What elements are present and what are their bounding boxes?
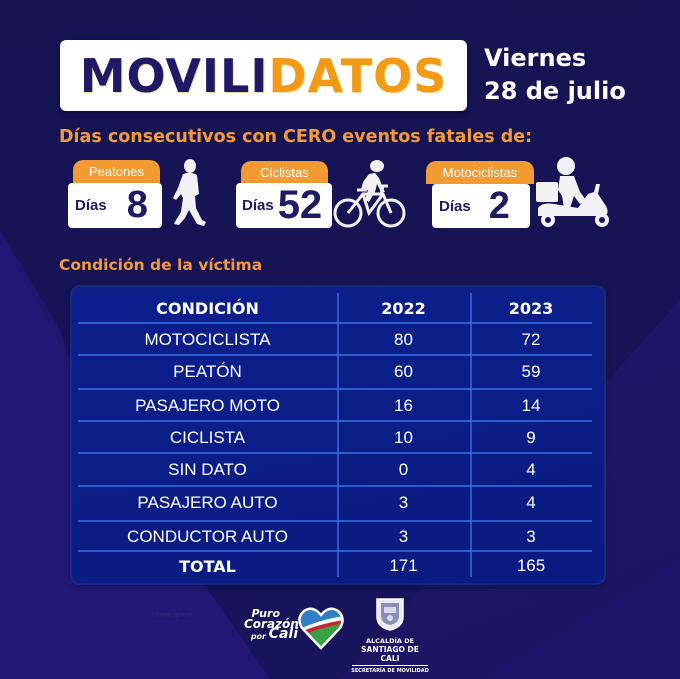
stat-category-label: Motociclistas xyxy=(426,161,534,184)
cell-2023: 4 xyxy=(526,459,536,479)
cell-condition: CONDUCTOR AUTO xyxy=(127,526,288,546)
cell-condition: CICLISTA xyxy=(169,427,246,447)
table-total-row: TOTAL 171 165 xyxy=(78,552,592,580)
row-divider xyxy=(78,520,592,522)
table-row: PASAJERO AUTO 3 4 xyxy=(78,487,592,519)
cell-total-2023: 165 xyxy=(516,556,546,575)
victims-table: CONDICIÓN 2022 2023 MOTOCICLISTA 80 72 P… xyxy=(72,287,604,583)
stat-value-box: Días 52 xyxy=(236,183,332,228)
org-line2: SANTIAGO DE CALI xyxy=(352,645,428,666)
cell-total-label: TOTAL xyxy=(179,556,236,576)
column-divider xyxy=(337,293,339,577)
cell-2022: 0 xyxy=(398,459,409,479)
placeholder-text: Lorem ipsum xyxy=(152,612,193,619)
cell-2023: 3 xyxy=(526,526,536,546)
cell-2022: 10 xyxy=(394,427,413,447)
alcaldia-logo: ALCALDÍA DE SANTIAGO DE CALI SECRETARÍA … xyxy=(350,597,430,674)
cell-2023: 4 xyxy=(526,493,536,512)
brand-title-part1: MOVILI xyxy=(79,48,269,103)
org-line1: ALCALDÍA DE xyxy=(365,637,415,645)
cell-condition: SIN DATO xyxy=(168,459,247,479)
column-header-condition: CONDICIÓN xyxy=(156,298,259,318)
slogan-line: Cali xyxy=(268,626,298,642)
org-line3: SECRETARÍA DE MOVILIDAD xyxy=(351,668,429,674)
cell-condition: MOTOCICLISTA xyxy=(144,329,271,349)
table-row: SIN DATO 0 4 xyxy=(78,454,592,485)
stat-prefix: Días xyxy=(439,197,471,215)
cyclist-icon xyxy=(333,160,406,228)
cell-2023: 59 xyxy=(521,362,541,381)
row-divider xyxy=(78,452,592,454)
slogan-line: Corazón xyxy=(244,617,299,631)
table-row: CONDUCTOR AUTO 3 3 xyxy=(78,522,592,551)
puro-corazon-logo: Puro Corazón por Cali xyxy=(244,604,344,654)
cell-condition: PASAJERO AUTO xyxy=(137,493,278,512)
slogan-line: por xyxy=(250,632,266,641)
cell-2022: 3 xyxy=(398,493,409,512)
row-divider xyxy=(78,485,592,487)
table-header-row: CONDICIÓN 2022 2023 xyxy=(78,293,592,323)
cell-2022: 80 xyxy=(394,329,413,349)
row-divider xyxy=(78,354,592,356)
stat-prefix: Días xyxy=(75,197,107,214)
heart-icon xyxy=(298,607,344,650)
cell-2023: 72 xyxy=(521,329,541,349)
row-divider xyxy=(78,420,592,422)
stat-value-box: Días 8 xyxy=(68,183,162,228)
row-divider xyxy=(78,388,592,390)
stat-value-box: Días 2 xyxy=(432,184,530,228)
streaks-heading: Días consecutivos con CERO eventos fatal… xyxy=(59,127,533,147)
cell-2022: 16 xyxy=(394,395,413,415)
slogan-line: Puro xyxy=(251,607,280,620)
cell-total-2022: 171 xyxy=(389,556,418,575)
cell-2022: 60 xyxy=(394,362,413,381)
stat-category-label: Peatones xyxy=(73,160,160,183)
brand-title-part2: DATOS xyxy=(268,48,448,103)
motorcycle-delivery-icon xyxy=(536,157,609,227)
cell-condition: PASAJERO MOTO xyxy=(135,395,280,415)
column-divider xyxy=(470,293,472,577)
brand-title: MOVILI DATOS xyxy=(60,40,467,111)
column-header-2023: 2023 xyxy=(508,298,554,318)
date-label: Viernes 28 de julio xyxy=(484,42,626,108)
row-divider xyxy=(78,550,592,552)
stat-days: 8 xyxy=(126,184,148,226)
date: 28 de julio xyxy=(484,77,626,105)
weekday: Viernes xyxy=(484,44,587,72)
row-divider xyxy=(78,322,592,324)
table-row: CICLISTA 10 9 xyxy=(78,422,592,453)
cell-2022: 3 xyxy=(398,526,409,546)
stat-prefix: Días xyxy=(242,197,274,214)
cell-condition: PEATÓN xyxy=(173,362,242,381)
stat-category-label: Ciclistas xyxy=(241,161,328,184)
table-row: PASAJERO MOTO 16 14 xyxy=(78,390,592,421)
pedestrian-icon xyxy=(173,159,206,226)
victims-heading: Condición de la víctima xyxy=(59,256,263,274)
column-header-2022: 2022 xyxy=(381,298,426,318)
cell-2023: 9 xyxy=(526,427,536,447)
cell-2023: 14 xyxy=(521,395,541,415)
coat-of-arms-icon xyxy=(376,598,404,631)
stat-days: 2 xyxy=(488,184,510,227)
stat-days: 52 xyxy=(277,183,323,227)
table-row: PEATÓN 60 59 xyxy=(78,356,592,388)
table-row: MOTOCICLISTA 80 72 xyxy=(78,324,592,355)
